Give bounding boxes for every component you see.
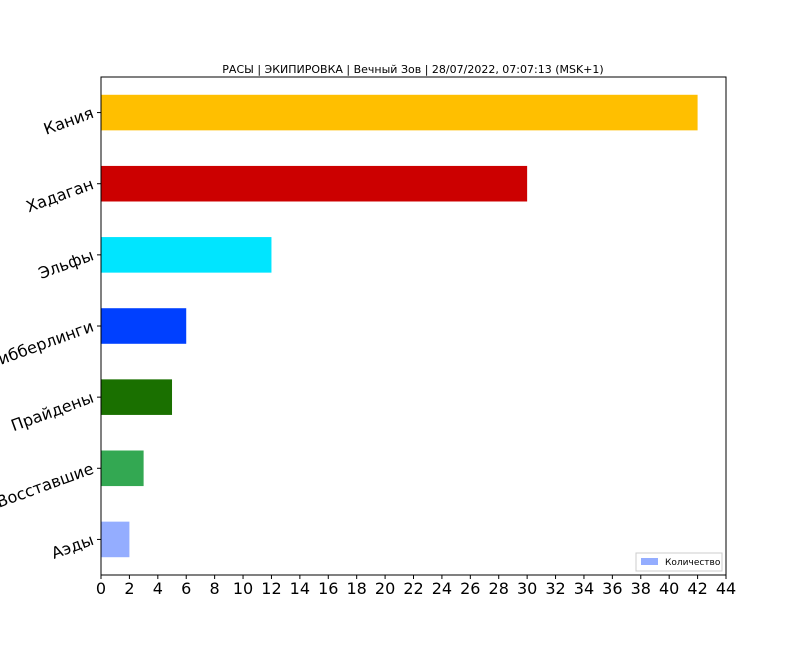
bar-0 (101, 94, 698, 131)
x-tick-label: 20 (375, 579, 395, 598)
bar-1 (101, 165, 528, 202)
y-tick-label: Аэды (49, 530, 96, 563)
x-tick-label: 42 (687, 579, 707, 598)
bar-4 (101, 379, 173, 415)
x-tick-label: 30 (517, 579, 537, 598)
chart-title: РАСЫ | ЭКИПИРОВКА | Вечный Зов | 28/07/2… (222, 63, 603, 76)
x-tick-label: 44 (716, 579, 736, 598)
x-tick-label: 22 (403, 579, 423, 598)
x-tick-label: 40 (659, 579, 679, 598)
x-tick-label: 8 (210, 579, 220, 598)
y-axis-ticks: Кания Хадаган Эльфы Гибберлинги Прайдены Восс… (0, 103, 101, 563)
bar-6 (101, 521, 130, 558)
x-tick-label: 26 (460, 579, 480, 598)
x-axis-ticks: 0 2 4 6 8 10 12 14 16 18 20 22 24 26 28 30 32 34 36 38 40 42 4… (96, 575, 736, 598)
y-tick-label: Прайдены (8, 388, 96, 435)
legend-label: Количество (665, 558, 721, 568)
x-tick-label: 6 (181, 579, 191, 598)
x-tick-label: 24 (432, 579, 452, 598)
bar-5 (101, 450, 144, 487)
y-tick-label: Кания (41, 103, 96, 139)
x-tick-label: 14 (290, 579, 310, 598)
legend-box (635, 552, 723, 572)
x-tick-label: 2 (124, 579, 134, 598)
y-tick-label: Гибберлинги (0, 317, 96, 372)
bar-2 (101, 237, 272, 273)
y-tick-label: Восставшие (0, 459, 96, 512)
x-tick-label: 16 (318, 579, 338, 598)
x-tick-label: 38 (631, 579, 651, 598)
bar-3 (101, 308, 187, 344)
y-tick-label: Хадаган (24, 174, 97, 216)
bars-group (101, 94, 698, 558)
legend: Количество (635, 552, 723, 572)
y-tick-label: Эльфы (36, 245, 96, 282)
x-tick-label: 18 (347, 579, 367, 598)
x-tick-label: 10 (233, 579, 253, 598)
plot-frame (100, 76, 727, 576)
x-tick-label: 32 (545, 579, 565, 598)
legend-swatch (641, 558, 658, 565)
x-tick-label: 36 (602, 579, 622, 598)
x-tick-label: 28 (489, 579, 509, 598)
x-tick-label: 4 (153, 579, 163, 598)
x-tick-label: 12 (261, 579, 281, 598)
x-tick-label: 34 (574, 579, 594, 598)
x-tick-label: 0 (96, 579, 106, 598)
